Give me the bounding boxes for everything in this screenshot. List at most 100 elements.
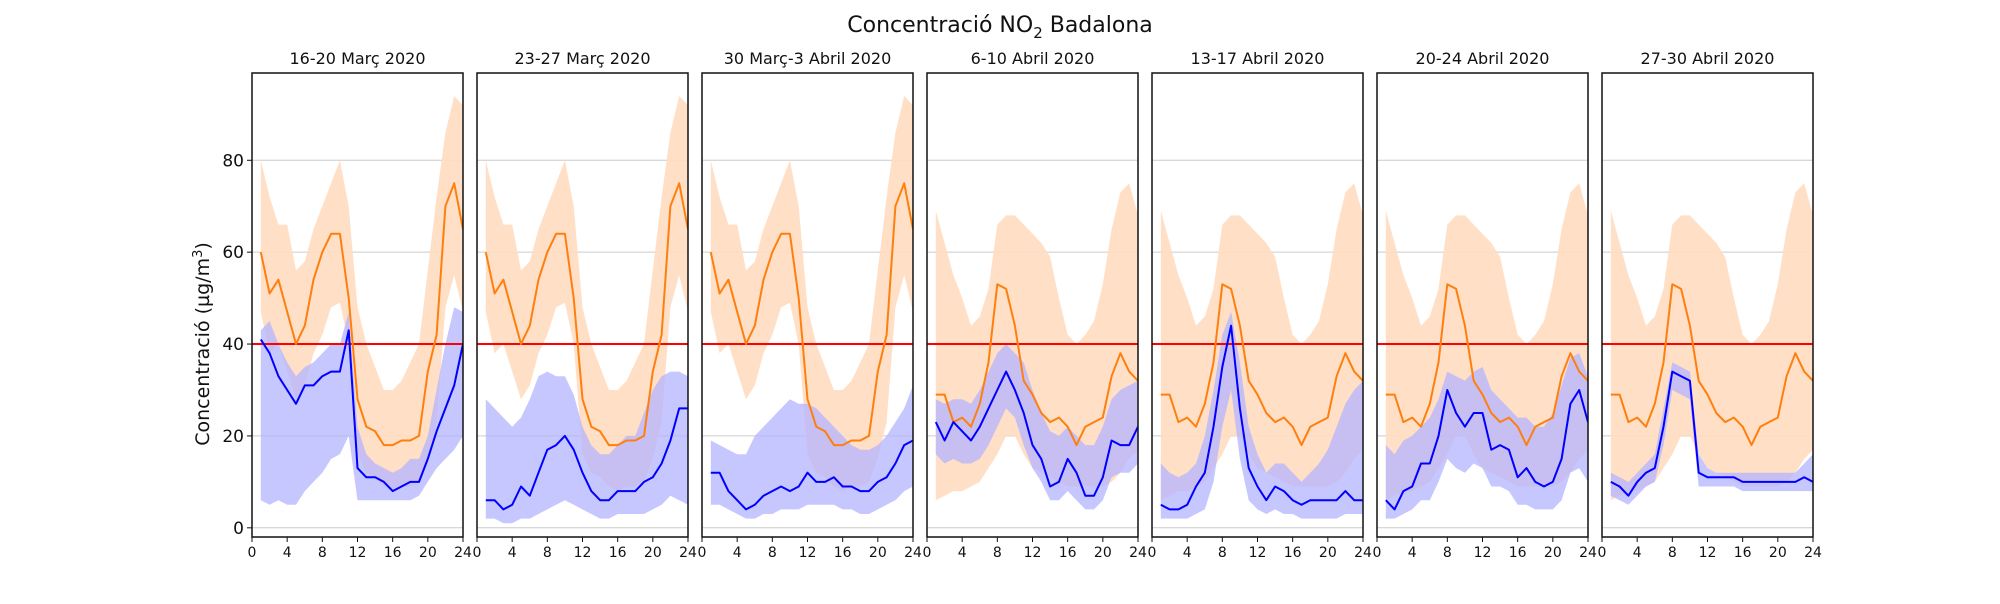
x-tick-label-20: 20 [1094, 545, 1112, 561]
orange-range-band [1610, 183, 1813, 501]
x-tick-label-20: 20 [869, 545, 887, 561]
chart-title-subscript: 2 [1033, 24, 1043, 42]
x-tick-label-0: 0 [1373, 545, 1382, 561]
chart-title-suffix: Badalona [1043, 13, 1153, 38]
x-tick-label-0: 0 [248, 545, 257, 561]
x-tick-label-20: 20 [1544, 545, 1562, 561]
x-tick-label-0: 0 [698, 545, 707, 561]
blue-series-line [1610, 370, 1813, 497]
x-tick-label-20: 20 [419, 545, 437, 561]
blue-series-line [259, 329, 463, 493]
blue-range-band [935, 344, 1138, 510]
panel-plot-area [252, 96, 463, 505]
x-tick-label-24: 24 [1354, 545, 1372, 561]
orange-range-band [710, 96, 913, 492]
panel-title: 23-27 Març 2020 [514, 49, 650, 68]
orange-series-line [484, 182, 688, 447]
y-axis-label: Concentració (µg/m3) [191, 242, 214, 446]
x-tick-label-12: 12 [1474, 545, 1492, 561]
panel-7: 0 4 8 12 16 20 24 27-30 Abril 2020 [1598, 49, 1822, 561]
x-tick-label-16: 16 [1509, 545, 1527, 561]
chart-title-main: Concentració NO [847, 13, 1033, 38]
x-tick-label-4: 4 [1633, 545, 1642, 561]
x-tick-label-12: 12 [1699, 545, 1717, 561]
y-tick-label-20: 20 [222, 427, 244, 447]
panel-title: 27-30 Abril 2020 [1641, 49, 1775, 68]
panel-2: 0 4 8 12 16 20 24 23-27 Març 2020 [473, 49, 697, 561]
x-tick-label-8: 8 [1668, 545, 1677, 561]
blue-range-band [710, 385, 913, 519]
orange-range-band [260, 96, 463, 492]
x-tick-label-24: 24 [454, 545, 472, 561]
x-tick-label-16: 16 [1734, 545, 1752, 561]
panel-1: 0 4 8 12 16 20 24 0 20 40 60 80 16-20 Març 2020 [222, 49, 472, 561]
y-tick-label-0: 0 [233, 519, 244, 539]
blue-series-line [934, 370, 1138, 497]
y-tick-label-80: 80 [222, 151, 244, 171]
x-tick-label-4: 4 [1183, 545, 1192, 561]
x-tick-label-8: 8 [993, 545, 1002, 561]
blue-range-band [1385, 353, 1588, 519]
blue-series-line [1160, 324, 1363, 511]
blue-range-band [1160, 311, 1363, 519]
x-tick-label-8: 8 [1218, 545, 1227, 561]
blue-range-band [485, 371, 688, 524]
orange-series-line [259, 182, 463, 447]
panel-plot-area [702, 96, 913, 519]
blue-series-line [485, 407, 688, 511]
x-tick-label-12: 12 [349, 545, 367, 561]
x-tick-label-16: 16 [384, 545, 402, 561]
orange-series-line [709, 182, 913, 447]
x-tick-label-12: 12 [799, 545, 817, 561]
panel-5: 0 4 8 12 16 20 24 13-17 Abril 2020 [1148, 49, 1372, 561]
blue-series-line [710, 439, 913, 511]
x-tick-label-0: 0 [923, 545, 932, 561]
chart-title: Concentració NO2 Badalona [847, 13, 1153, 42]
panel-plot-area [1152, 183, 1363, 519]
panel-plot-area [477, 96, 688, 524]
x-tick-label-8: 8 [1443, 545, 1452, 561]
panel-title: 16-20 Març 2020 [289, 49, 425, 68]
panel-6: 0 4 8 12 16 20 24 20-24 Abril 2020 [1373, 49, 1597, 561]
x-tick-label-20: 20 [1769, 545, 1787, 561]
orange-series-line [1610, 283, 1813, 447]
panel-4: 0 4 8 12 16 20 24 6-10 Abril 2020 [923, 49, 1147, 561]
x-tick-label-0: 0 [473, 545, 482, 561]
x-tick-label-8: 8 [768, 545, 777, 561]
y-axis-label-superscript: 3 [191, 250, 206, 258]
y-tick-label-40: 40 [222, 335, 244, 355]
panel-title: 30 Març-3 Abril 2020 [724, 49, 892, 68]
x-tick-label-4: 4 [283, 545, 292, 561]
orange-series-line [935, 283, 1138, 447]
x-tick-label-16: 16 [834, 545, 852, 561]
panel-title: 20-24 Abril 2020 [1416, 49, 1550, 68]
panel-plot-area [927, 183, 1138, 510]
x-tick-label-8: 8 [543, 545, 552, 561]
x-tick-label-16: 16 [1284, 545, 1302, 561]
panel-title: 13-17 Abril 2020 [1191, 49, 1325, 68]
blue-range-band [260, 307, 463, 505]
orange-series-line [1160, 283, 1363, 447]
x-tick-label-4: 4 [1408, 545, 1417, 561]
x-tick-label-16: 16 [1059, 545, 1077, 561]
orange-range-band [485, 96, 688, 492]
x-tick-label-20: 20 [1319, 545, 1337, 561]
x-tick-label-12: 12 [1249, 545, 1267, 561]
x-tick-label-24: 24 [1579, 545, 1597, 561]
panel-title: 6-10 Abril 2020 [971, 49, 1095, 68]
panel-plot-area [1377, 183, 1588, 519]
x-tick-label-16: 16 [609, 545, 627, 561]
x-tick-label-4: 4 [733, 545, 742, 561]
y-tick-label-60: 60 [222, 243, 244, 263]
x-tick-label-12: 12 [1024, 545, 1042, 561]
x-tick-label-24: 24 [679, 545, 697, 561]
x-tick-label-20: 20 [644, 545, 662, 561]
x-tick-label-0: 0 [1598, 545, 1607, 561]
x-tick-label-4: 4 [508, 545, 517, 561]
x-tick-label-4: 4 [958, 545, 967, 561]
orange-series-line [1385, 283, 1588, 447]
y-axis-label-suffix: ) [192, 242, 214, 249]
